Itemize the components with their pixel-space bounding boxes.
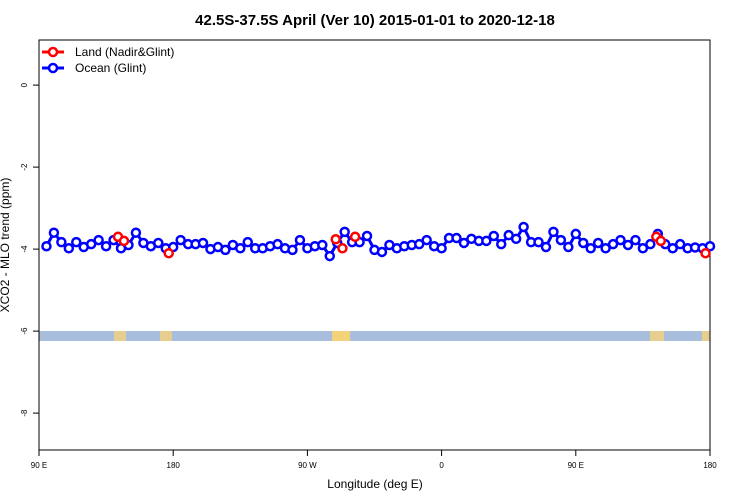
point <box>495 238 507 250</box>
legend-marker <box>47 62 59 74</box>
point <box>510 233 522 245</box>
point <box>655 235 667 247</box>
point <box>518 221 529 233</box>
point <box>130 227 142 238</box>
land-patch <box>160 331 172 341</box>
point <box>361 230 373 242</box>
point <box>622 239 634 251</box>
y-axis-label: XCO2 - MLO trend (ppm) <box>0 178 12 313</box>
point <box>317 239 328 251</box>
land-patch <box>332 331 350 341</box>
point <box>235 243 246 254</box>
point <box>413 238 425 250</box>
point <box>570 228 582 240</box>
point <box>481 235 492 247</box>
legend-marker <box>47 46 59 58</box>
land-patch <box>650 331 664 341</box>
point <box>451 232 462 244</box>
legend-label: Land (Nadir&Glint) <box>75 45 174 59</box>
point <box>294 234 306 246</box>
point <box>339 226 350 238</box>
point <box>337 243 348 254</box>
point <box>56 236 67 248</box>
point <box>615 234 626 246</box>
point <box>700 247 711 259</box>
point <box>242 236 254 248</box>
x-tick-label: 90 E <box>31 461 47 470</box>
point <box>41 240 52 252</box>
y-tick-label: -2 <box>20 163 29 171</box>
y-tick-label: 0 <box>20 82 29 87</box>
point <box>667 243 678 254</box>
y-tick-label: -8 <box>20 409 29 417</box>
point <box>585 243 596 254</box>
land-patch <box>114 331 126 341</box>
point <box>330 234 341 245</box>
point <box>175 234 186 246</box>
x-axis-label: Longitude (deg E) <box>327 477 422 491</box>
point <box>376 246 388 258</box>
point <box>630 234 641 246</box>
point <box>421 234 432 246</box>
point <box>540 241 552 253</box>
point <box>555 234 567 246</box>
point <box>272 238 283 250</box>
ocean-band <box>39 331 710 341</box>
point <box>436 243 447 254</box>
point <box>163 247 174 259</box>
point <box>637 243 649 254</box>
point <box>63 243 75 254</box>
y-tick-label: -4 <box>20 245 29 253</box>
point <box>548 226 559 238</box>
x-tick-label: 90 E <box>568 461 584 470</box>
point <box>645 238 656 250</box>
point <box>100 240 112 252</box>
point <box>600 243 611 254</box>
surface-band <box>39 331 710 341</box>
point <box>71 236 82 248</box>
point <box>153 237 164 249</box>
point <box>197 237 209 249</box>
point <box>458 237 470 249</box>
point <box>220 244 231 256</box>
point <box>563 241 574 253</box>
point <box>118 235 130 247</box>
x-tick-label: 180 <box>703 461 717 470</box>
x-tick-label: 90 W <box>298 461 317 470</box>
point <box>324 250 336 262</box>
land-patch <box>702 331 710 341</box>
point <box>85 238 97 250</box>
point <box>349 231 361 243</box>
point <box>488 230 500 242</box>
point <box>93 234 104 246</box>
point <box>704 240 716 252</box>
point <box>674 238 686 250</box>
point <box>48 227 60 238</box>
point <box>287 244 298 256</box>
point <box>533 236 544 248</box>
point <box>578 237 589 249</box>
point <box>592 237 604 249</box>
y-tick-label: -6 <box>20 327 29 335</box>
x-tick-label: 0 <box>439 461 444 470</box>
x-tick-label: 180 <box>167 461 181 470</box>
chart-title: 42.5S-37.5S April (Ver 10) 2015-01-01 to… <box>195 12 555 29</box>
legend-label: Ocean (Glint) <box>75 61 146 75</box>
point <box>607 238 619 250</box>
